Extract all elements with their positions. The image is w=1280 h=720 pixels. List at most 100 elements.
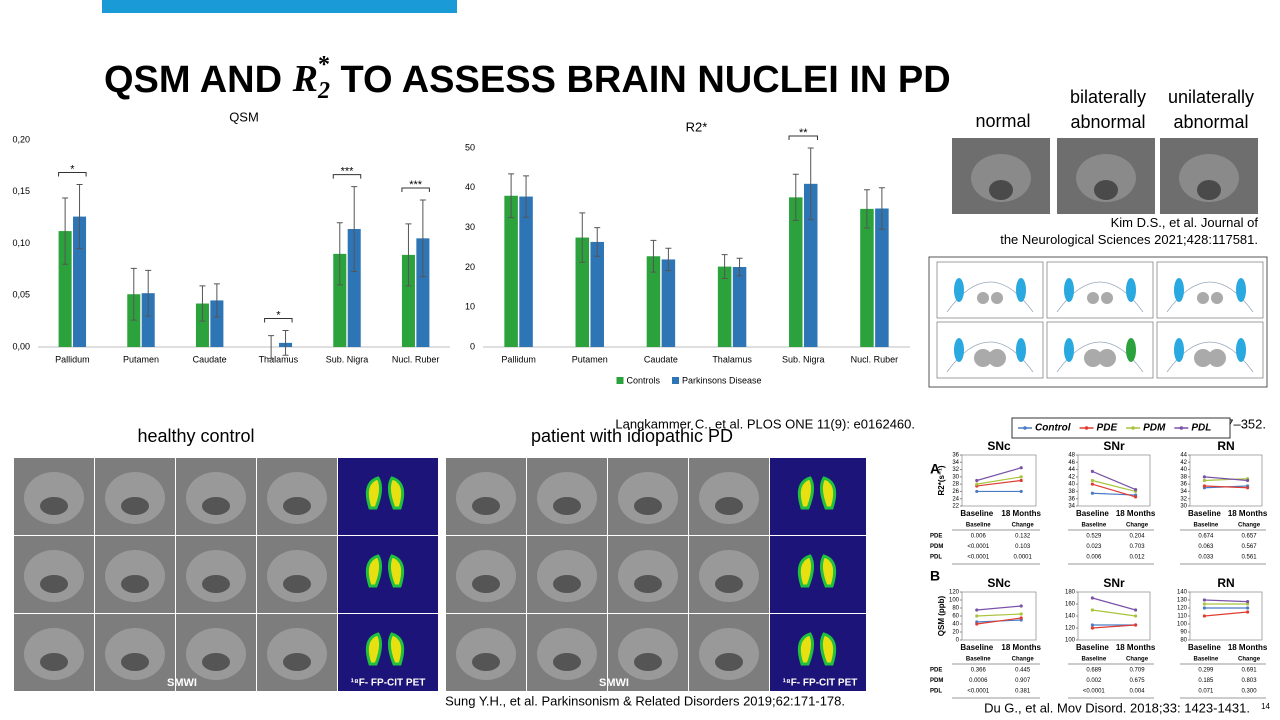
bar — [590, 241, 604, 347]
error-bar — [405, 223, 412, 287]
table-cell: <0.0001 — [967, 555, 990, 561]
chart-title: SNc — [987, 576, 1011, 590]
bar — [127, 294, 141, 347]
legend-marker — [1084, 426, 1089, 430]
nucleus — [991, 292, 1003, 304]
legend-marker — [1023, 426, 1027, 430]
pet-image — [770, 536, 866, 613]
y-tick-label: 160 — [1065, 602, 1076, 608]
panel — [1046, 321, 1154, 379]
row-label: PDE — [930, 668, 942, 674]
line — [1092, 470, 1136, 491]
table-cell: 0.132 — [1015, 534, 1031, 540]
slide-title: QSM AND R2* TO ASSESS BRAIN NUCLEI IN PD — [104, 52, 951, 104]
error-bar — [807, 147, 814, 221]
pet-uptake — [365, 554, 383, 588]
nucleus — [988, 349, 1006, 367]
bar — [575, 237, 590, 347]
line — [976, 476, 1022, 485]
mri-structure — [634, 653, 662, 671]
nucleus — [974, 349, 992, 367]
y-tick-label: 40 — [952, 622, 959, 628]
line — [976, 613, 1022, 617]
error-bar — [523, 175, 530, 218]
bar — [401, 254, 415, 347]
significance-label: * — [70, 163, 75, 175]
mri-structure — [553, 575, 581, 593]
bar — [519, 196, 533, 347]
mri-structure — [283, 575, 311, 593]
y-axis-label: R2*(s⁻¹) — [937, 465, 946, 495]
table-header: Baseline — [1193, 657, 1218, 663]
line — [1092, 597, 1136, 611]
point — [1246, 478, 1250, 483]
point — [1019, 466, 1023, 470]
page-number: 14 — [1261, 702, 1270, 711]
pet-image — [770, 458, 866, 535]
table-cell: 0.445 — [1015, 668, 1031, 674]
title-part: 2 — [317, 78, 330, 104]
error-bar — [594, 227, 601, 257]
nucleus — [1087, 292, 1099, 304]
table-cell: 0.103 — [1015, 544, 1031, 550]
error-bar — [145, 269, 152, 317]
error-bar — [419, 199, 426, 278]
y-tick-label: 36 — [1180, 482, 1187, 488]
table-header: Change — [1238, 657, 1261, 663]
error-bar — [736, 257, 743, 277]
pet-image — [338, 458, 438, 535]
nucleus — [1194, 349, 1212, 367]
nucleus — [1236, 278, 1246, 302]
table-cell: 0.299 — [1198, 668, 1214, 674]
mri-structure — [1076, 154, 1136, 202]
significance-bracket — [332, 174, 362, 179]
caption-bg — [952, 214, 1258, 248]
table-cell: <0.0001 — [967, 689, 990, 695]
error-bar — [650, 239, 657, 273]
bar — [504, 195, 518, 347]
image-tag: ¹⁸F- FP-CIT PET — [783, 678, 858, 689]
legend-marker — [1179, 426, 1184, 430]
plot-frame — [1189, 454, 1263, 507]
bar — [333, 253, 347, 347]
line — [976, 605, 1022, 611]
point — [1019, 616, 1023, 620]
pet-image — [338, 614, 438, 691]
error-bar — [878, 187, 885, 230]
mri-structure — [715, 575, 743, 593]
point — [1090, 491, 1094, 495]
mri-structure — [472, 497, 500, 515]
point — [1019, 475, 1023, 479]
line — [1092, 624, 1136, 629]
x-tick-label: 18 Months — [1116, 509, 1156, 518]
row-label: PDL — [930, 555, 942, 561]
bar — [141, 293, 155, 347]
table-header: Baseline — [966, 657, 991, 663]
table-header: Change — [1238, 523, 1261, 529]
citation: Kim D.S., et al. Journal of the Neurologi… — [1000, 215, 1258, 247]
x-tick-label: Thalamus — [259, 354, 299, 364]
y-tick-label: 140 — [1065, 614, 1076, 620]
y-tick-label: 120 — [1177, 606, 1188, 612]
nucleus — [1064, 278, 1074, 302]
point — [1090, 608, 1094, 612]
legend-label: Controls — [627, 375, 661, 385]
y-tick-label: 48 — [1068, 453, 1075, 459]
x-tick-label: Caudate — [644, 354, 678, 364]
point — [1090, 469, 1094, 473]
mri-structure — [202, 653, 230, 671]
y-tick-label: 20 — [465, 262, 475, 272]
error-bar — [665, 247, 672, 272]
y-tick-label: 46 — [1068, 460, 1075, 466]
x-tick-label: Putamen — [572, 354, 608, 364]
nucleus — [1211, 292, 1223, 304]
mri-structure — [283, 653, 311, 671]
image-label: normal — [975, 111, 1030, 131]
point — [975, 489, 979, 494]
point — [975, 482, 979, 486]
mri-structure — [283, 497, 311, 515]
y-tick-label: 60 — [952, 614, 959, 620]
y-tick-label: 50 — [465, 142, 475, 152]
panel — [1156, 261, 1264, 319]
